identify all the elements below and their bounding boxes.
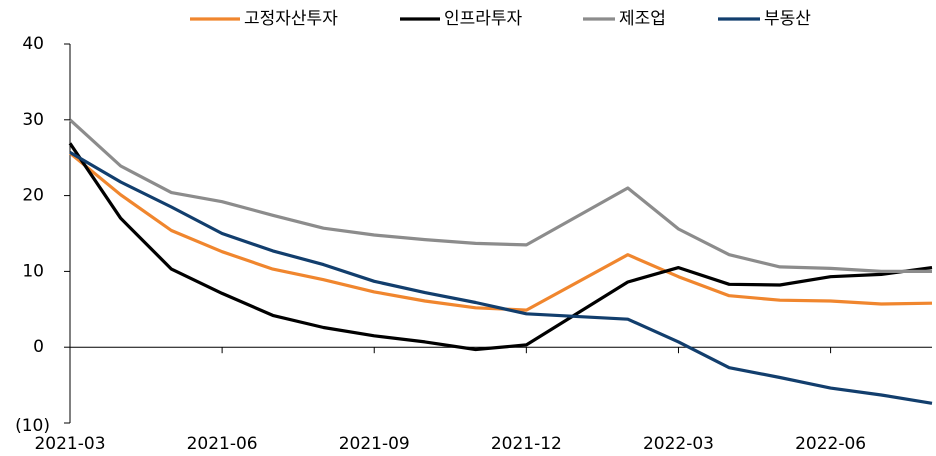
series-line xyxy=(68,151,933,312)
y-tick-label: 30 xyxy=(22,110,44,130)
y-tick-label: (10) xyxy=(15,416,50,436)
x-tick-label: 2021-03 xyxy=(34,434,105,454)
y-tick-label: 10 xyxy=(22,261,44,281)
x-tick-label: 2022-03 xyxy=(643,434,714,454)
x-tick-label: 2021-06 xyxy=(187,434,258,454)
series-line xyxy=(68,118,932,273)
x-tick-label: 2021-09 xyxy=(339,434,410,454)
series-line xyxy=(69,151,933,405)
y-tick-label: 0 xyxy=(33,337,44,357)
y-tick-label: 40 xyxy=(22,34,44,54)
series-line xyxy=(68,142,933,352)
legend-label: 제조업 xyxy=(619,9,666,29)
x-tick-label: 2021-12 xyxy=(491,434,562,454)
x-tick-label: 2022-06 xyxy=(795,434,866,454)
y-tick-label: 20 xyxy=(22,186,44,206)
legend-label: 부동산 xyxy=(764,9,811,29)
legend-label: 인프라투자 xyxy=(444,9,523,29)
legend-label: 고정자산투자 xyxy=(244,9,338,29)
